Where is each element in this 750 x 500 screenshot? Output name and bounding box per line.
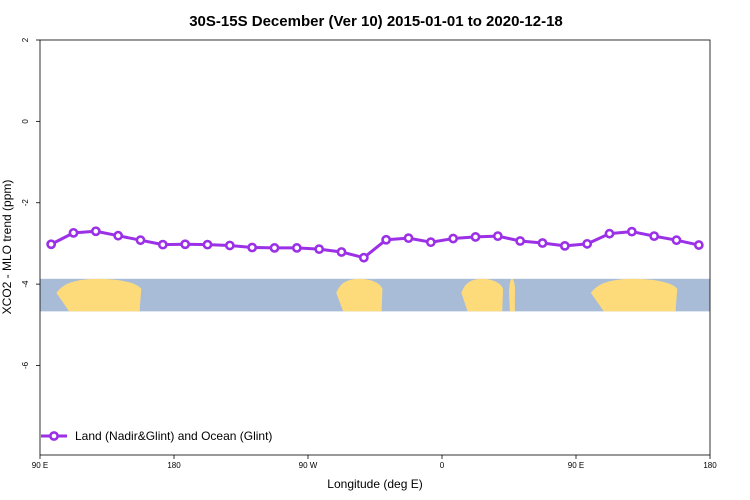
y-tick-label: -6 [21,361,30,369]
data-point [358,252,369,263]
data-point [626,226,637,237]
land-australia [56,278,142,312]
data-point [291,243,302,253]
plot-frame [39,39,711,456]
world-map-strip [40,278,710,312]
data-point [68,227,79,238]
data-point [582,238,593,249]
y-axis-label: XCO2 - MLO trend (ppm) [0,180,14,315]
legend-marker [49,431,59,441]
data-point [180,239,191,250]
data-point [381,234,392,245]
data-point [202,239,213,250]
chart-title: 30S-15S December (Ver 10) 2015-01-01 to … [189,13,563,30]
data-point [515,236,526,246]
x-tick-label: 180 [703,461,717,470]
data-point [448,233,459,244]
data-point [113,230,124,241]
data-point [403,233,414,244]
land-africa [461,278,504,312]
y-tick-label: -4 [21,280,30,288]
x-tick-label: 0 [440,461,445,470]
legend: Land (Nadir&Glint) and Ocean (Glint) [41,429,272,443]
data-point [671,235,682,246]
data-point [537,238,548,248]
data-point [693,240,704,250]
x-axis-label: Longitude (deg E) [327,477,422,491]
data-point [336,247,347,257]
legend-label: Land (Nadir&Glint) and Ocean (Glint) [75,429,272,443]
data-point [470,232,481,242]
land-south-america [336,278,383,312]
x-tick-label: 180 [167,461,181,470]
data-point [157,239,168,250]
y-tick-label: -2 [21,199,30,207]
x-tick-label: 90 E [568,461,584,470]
data-point [425,237,436,248]
data-point [269,243,280,253]
x-axis: 90 E 180 90 W 0 90 E 180 [32,455,717,470]
y-tick-label: 2 [21,37,30,42]
data-point [492,231,503,242]
series-layer [46,226,704,263]
data-point [135,235,146,246]
data-point [224,240,235,251]
data-point [649,231,660,242]
x-tick-label: 90 W [299,461,318,470]
data-point [559,240,570,251]
data-point [247,242,258,253]
land-australia-repeat [590,278,678,312]
data-point [90,226,101,237]
series-line [50,229,700,260]
land-madagascar [509,278,515,312]
data-point [46,239,57,250]
x-tick-label: 90 E [32,461,48,470]
y-axis: 2 0 -2 -4 -6 [21,37,40,369]
data-point [604,228,615,239]
y-tick-label: 0 [21,119,30,124]
data-point [314,244,325,255]
